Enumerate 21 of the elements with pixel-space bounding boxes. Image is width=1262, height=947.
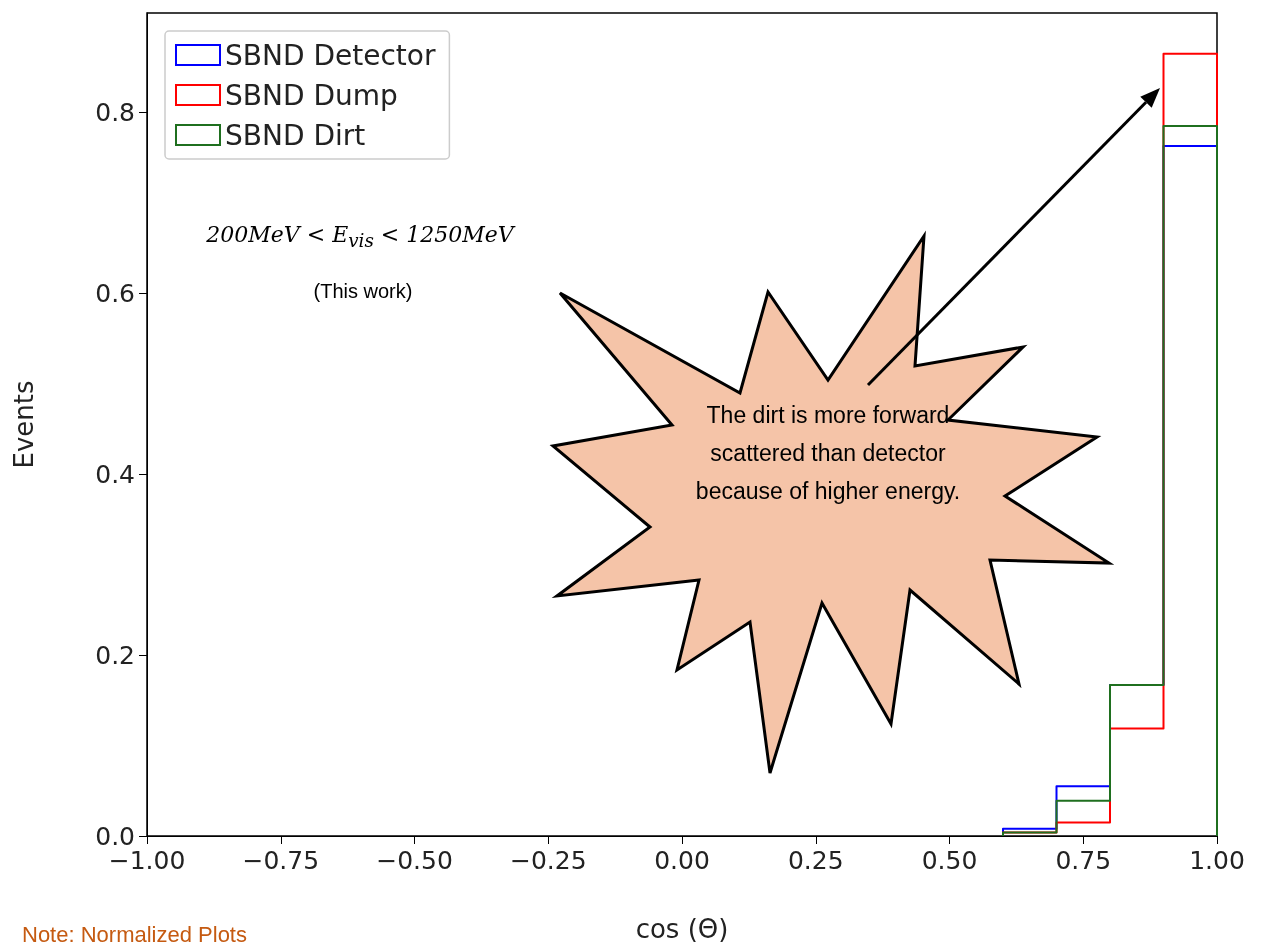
x-tick-label: 0.50 (921, 846, 978, 875)
x-tick-label: 0.25 (787, 846, 844, 875)
legend-label: SBND Dump (225, 78, 398, 112)
text: Note: Normalized Plots (22, 922, 247, 947)
x-tick-label: 0.75 (1055, 846, 1112, 875)
y-tick-label: 0.2 (95, 640, 135, 670)
x-tick-label: −0.25 (509, 846, 587, 875)
x-tick-label: −0.50 (376, 846, 453, 875)
annotation: 200MeV < E$_{vis}$ < 1250MeV (205, 222, 517, 252)
legend-label: SBND Detector (225, 38, 436, 72)
y-tick-label: 0.8 (95, 97, 135, 127)
x-tick-label: −0.75 (242, 846, 320, 875)
x-axis-title: cos (Θ) (635, 914, 729, 944)
annotation: The dirt is more forward scattered than detector because of higher energy. (694, 401, 962, 506)
y-tick-label: 0.6 (95, 278, 135, 308)
x-tick-label: 0.00 (654, 846, 710, 875)
y-axis-title: Events (9, 380, 39, 469)
annotation: (This work) (312, 280, 414, 303)
y-tick-label: 0.4 (95, 459, 135, 489)
legend-label: SBND Dirt (225, 118, 366, 152)
x-tick-label: 1.00 (1189, 846, 1245, 875)
